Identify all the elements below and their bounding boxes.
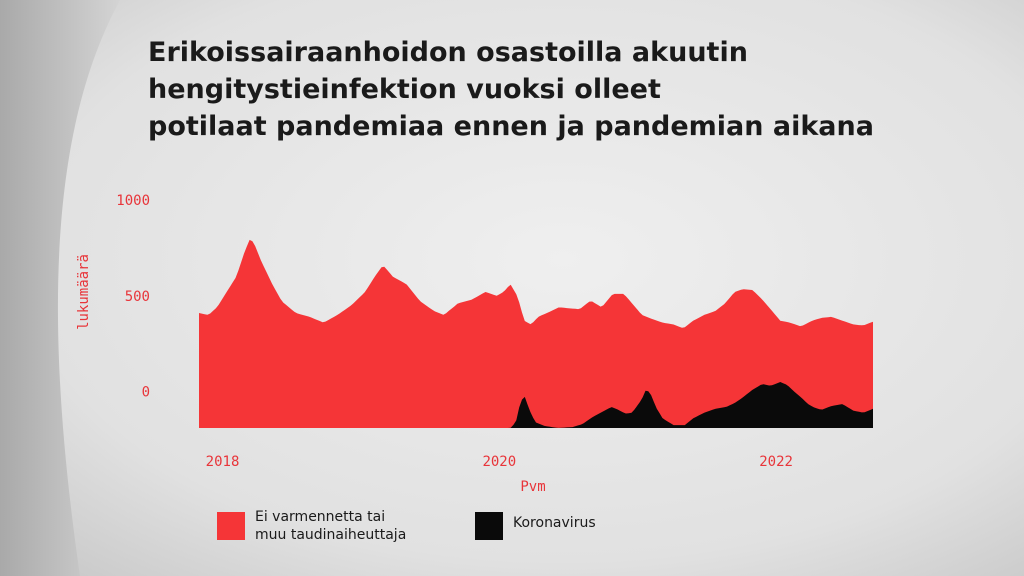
- legend-item-covid: Koronavirus: [475, 508, 596, 540]
- x-axis-ticks: 2018 2020 2022: [206, 454, 793, 470]
- legend-item-other: Ei varmennetta tai muu taudinaiheuttaja: [217, 508, 406, 544]
- y-tick-label: 1000: [116, 193, 150, 209]
- y-tick-label: 0: [142, 385, 150, 401]
- x-axis-title: Pvm: [520, 479, 545, 495]
- x-tick-label: 2020: [482, 454, 516, 470]
- legend-swatch-covid: [475, 512, 503, 540]
- y-axis-ticks: 0 500 1000: [116, 193, 150, 401]
- chart-area: 0 500 1000 2018 2020 2022 lukumäärä Pvm: [0, 0, 1024, 576]
- x-tick-label: 2022: [759, 454, 793, 470]
- legend-swatch-other: [217, 512, 245, 540]
- x-tick-label: 2018: [206, 454, 240, 470]
- y-axis-title: lukumäärä: [76, 254, 92, 330]
- legend-label-other-line-2: muu taudinaiheuttaja: [255, 526, 406, 544]
- series-layer: [199, 240, 873, 428]
- legend-label-other: Ei varmennetta tai muu taudinaiheuttaja: [255, 508, 406, 544]
- legend-label-other-line-1: Ei varmennetta tai: [255, 508, 406, 526]
- legend-label-covid: Koronavirus: [513, 514, 596, 532]
- y-tick-label: 500: [125, 289, 150, 305]
- legend-label-covid-line-1: Koronavirus: [513, 514, 596, 532]
